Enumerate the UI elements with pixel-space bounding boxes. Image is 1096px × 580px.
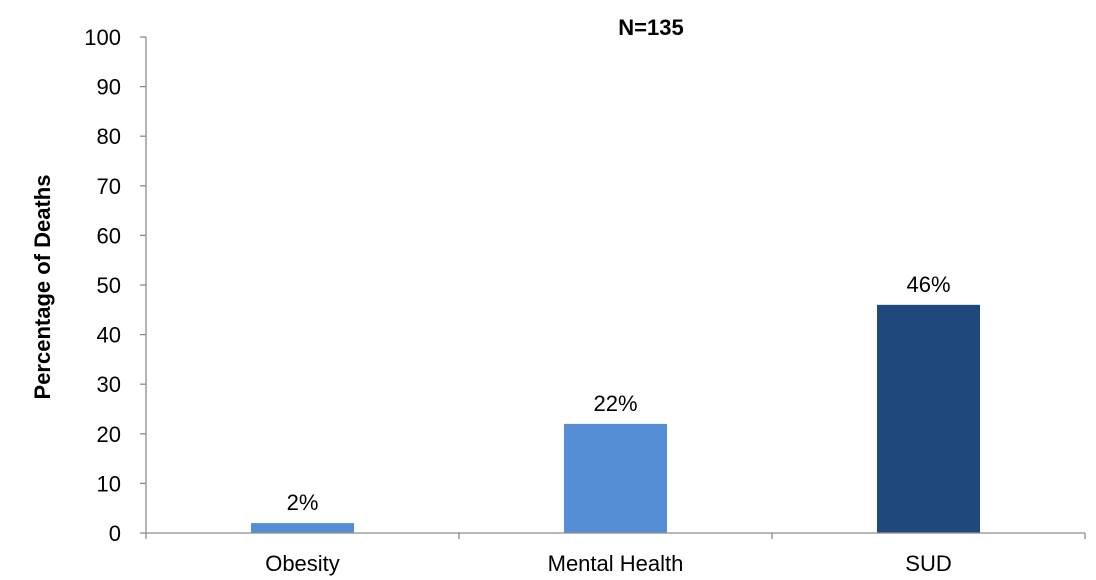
bar-sud xyxy=(877,304,980,533)
y-axis: 0 10 20 30 40 50 60 70 80 90 100 xyxy=(84,25,147,546)
x-category-label: Obesity xyxy=(265,551,340,576)
y-tick-label: 70 xyxy=(97,174,121,199)
y-tick-label: 40 xyxy=(97,323,121,348)
y-tick-label: 50 xyxy=(97,273,121,298)
x-category-label: Mental Health xyxy=(548,551,684,576)
y-tick-label: 30 xyxy=(97,372,121,397)
y-axis-title: Percentage of Deaths xyxy=(30,175,55,400)
chart-title: N=135 xyxy=(618,15,683,40)
y-tick-label: 0 xyxy=(109,521,121,546)
data-label: 46% xyxy=(906,272,950,297)
y-tick-label: 20 xyxy=(97,422,121,447)
bar-obesity xyxy=(251,523,354,533)
y-tick-label: 10 xyxy=(97,471,121,496)
x-axis: Obesity Mental Health SUD xyxy=(145,532,1086,576)
y-tick-label: 100 xyxy=(84,25,121,50)
bars-group: 2% 22% 46% xyxy=(251,272,980,533)
y-tick-label: 60 xyxy=(97,223,121,248)
y-tick-label: 80 xyxy=(97,124,121,149)
y-tick-label: 90 xyxy=(97,75,121,100)
data-label: 2% xyxy=(287,490,319,515)
x-category-label: SUD xyxy=(905,551,951,576)
data-label: 22% xyxy=(593,391,637,416)
bar-mental-health xyxy=(564,423,667,533)
